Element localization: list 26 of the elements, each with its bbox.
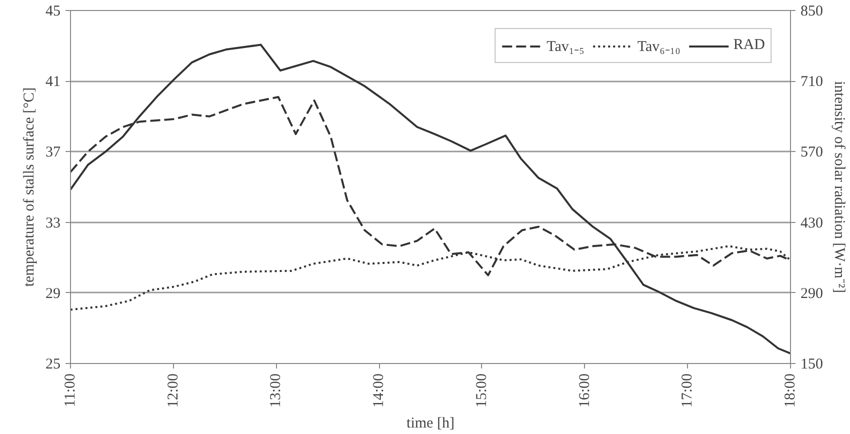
x-tick-label: 18:00	[782, 373, 798, 408]
y2-tick-label: 290	[800, 286, 823, 302]
x-tick-label: 14:00	[371, 373, 388, 408]
x-tick-label: 15:00	[474, 373, 490, 408]
x-tick-label: 12:00	[165, 373, 182, 408]
x-tick-label: 13:00	[268, 373, 284, 408]
y-tick-label: 37	[46, 144, 61, 161]
y-tick-label: 29	[46, 286, 60, 302]
y-axis-title: temperature of stalls surface [°C]	[22, 87, 38, 287]
x-tick-label: 17:00	[680, 373, 696, 408]
x-tick-label: 11:00	[62, 373, 78, 408]
legend-label: Tav₆₋₁₀	[637, 38, 680, 56]
y2-axis-title: intensity of solar radiation [W·m⁻²]	[831, 81, 847, 293]
y2-tick-label: 850	[800, 4, 823, 20]
legend-label: Tav₁₋₅	[546, 38, 584, 56]
legend-label: RAD	[733, 37, 765, 54]
x-axis-title: time [h]	[406, 416, 454, 432]
x-tick-label: 16:00	[576, 373, 593, 408]
y-tick-label: 45	[46, 4, 60, 20]
y-tick-label: 41	[46, 74, 60, 90]
y2-tick-label: 710	[800, 74, 823, 90]
y2-tick-label: 150	[800, 356, 823, 372]
y2-tick-label: 570	[800, 144, 823, 161]
y-tick-label: 25	[46, 356, 60, 372]
y-tick-label: 33	[46, 215, 60, 232]
y2-tick-label: 430	[800, 215, 823, 232]
